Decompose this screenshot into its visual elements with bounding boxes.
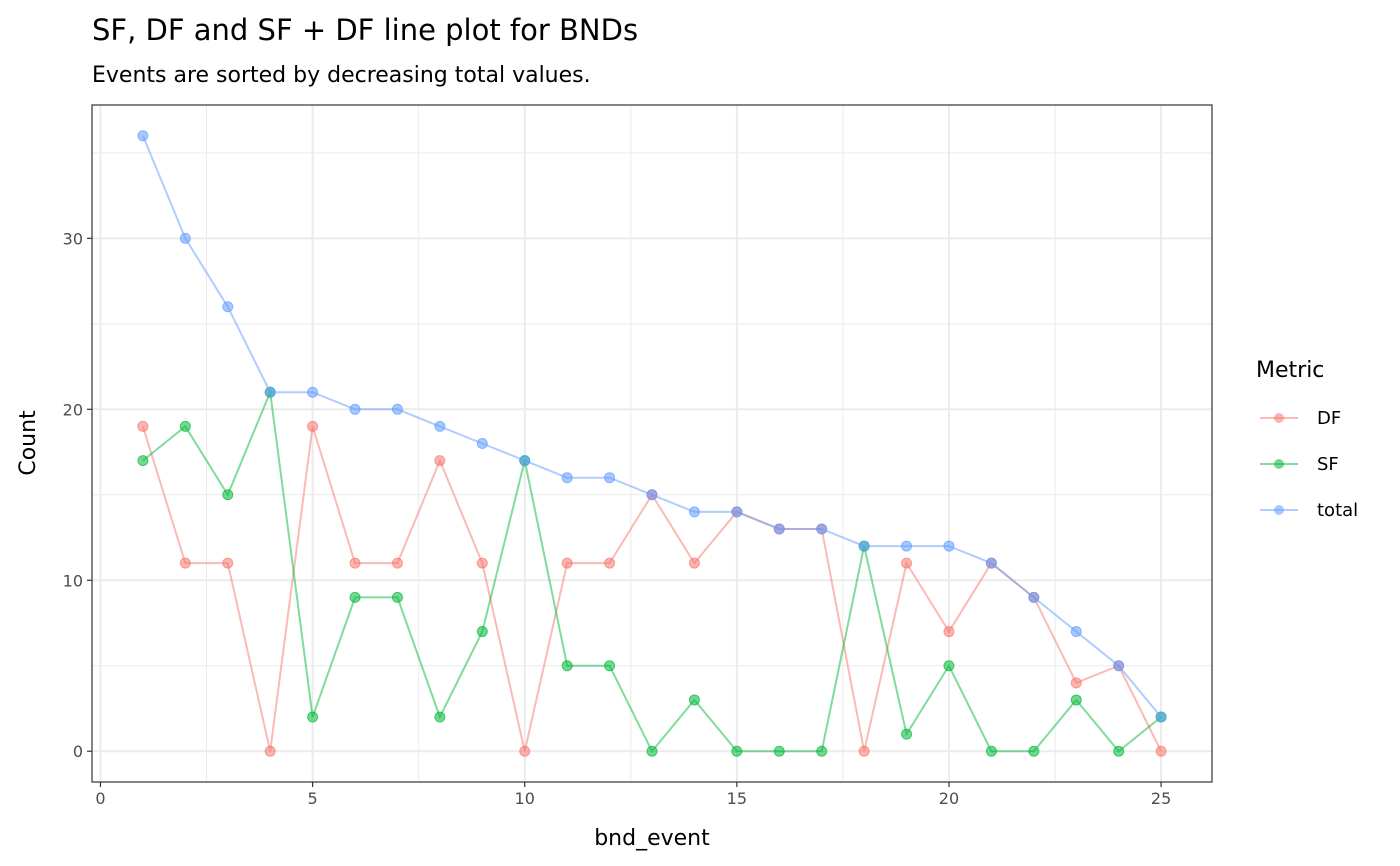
data-point-total — [1028, 591, 1040, 603]
data-point-DF — [179, 557, 191, 569]
data-point-DF — [901, 557, 913, 569]
legend-title: Metric — [1256, 358, 1324, 383]
data-point-SF — [1070, 694, 1082, 706]
data-point-DF — [264, 745, 276, 757]
data-point-total — [901, 540, 913, 552]
data-point-DF — [604, 557, 616, 569]
data-point-total — [561, 472, 573, 484]
data-point-total — [1070, 626, 1082, 638]
data-point-total — [646, 489, 658, 501]
data-point-SF — [985, 745, 997, 757]
x-tick-label: 0 — [95, 789, 105, 808]
data-point-SF — [1028, 745, 1040, 757]
data-point-DF — [1155, 745, 1167, 757]
data-point-total — [816, 523, 828, 535]
x-tick-label: 20 — [939, 789, 959, 808]
chart-title: SF, DF and SF + DF line plot for BNDs — [92, 13, 638, 47]
data-point-DF — [519, 745, 531, 757]
data-point-total — [985, 557, 997, 569]
data-point-SF — [943, 660, 955, 672]
data-point-total — [391, 403, 403, 415]
data-point-SF — [391, 591, 403, 603]
data-point-total — [179, 232, 191, 244]
data-point-SF — [179, 420, 191, 432]
plot-panel — [92, 105, 1212, 782]
x-tick-label: 10 — [515, 789, 535, 808]
legend-label-SF: SF — [1317, 454, 1339, 475]
data-point-SF — [434, 711, 446, 723]
data-point-SF — [137, 455, 149, 467]
data-point-SF — [222, 489, 234, 501]
y-tick-label: 0 — [73, 742, 83, 761]
data-point-total — [434, 420, 446, 432]
data-point-total — [1155, 711, 1167, 723]
data-point-SF — [901, 728, 913, 740]
y-axis-label: Count — [16, 410, 41, 476]
x-tick-label: 5 — [308, 789, 318, 808]
legend: Metric DF SF total — [1256, 358, 1358, 521]
data-point-SF — [1113, 745, 1125, 757]
data-point-total — [858, 540, 870, 552]
legend-label-total: total — [1317, 500, 1358, 521]
data-point-total — [476, 438, 488, 449]
data-point-DF — [476, 557, 488, 569]
data-point-total — [688, 506, 700, 518]
x-tick-label: 25 — [1151, 789, 1171, 808]
panel-border — [91, 104, 1213, 783]
data-point-DF — [1070, 677, 1082, 689]
data-point-SF — [646, 745, 658, 757]
legend-key-point-SF — [1274, 459, 1284, 469]
data-point-DF — [349, 557, 361, 569]
data-point-SF — [773, 745, 785, 757]
y-tick-label: 30 — [63, 229, 83, 248]
legend-label-DF: DF — [1317, 408, 1341, 429]
data-point-total — [604, 472, 616, 484]
data-point-SF — [816, 745, 828, 757]
data-point-DF — [858, 745, 870, 757]
data-point-DF — [222, 557, 234, 569]
data-point-SF — [731, 745, 743, 757]
data-point-total — [1113, 660, 1125, 672]
data-point-SF — [307, 711, 319, 723]
data-point-DF — [561, 557, 573, 569]
data-point-SF — [349, 591, 361, 603]
data-point-DF — [688, 557, 700, 569]
data-point-total — [307, 386, 319, 398]
series-total — [137, 130, 1167, 723]
data-point-total — [264, 386, 276, 398]
data-point-DF — [943, 626, 955, 638]
data-point-total — [773, 523, 785, 535]
data-point-DF — [137, 420, 149, 432]
data-point-SF — [561, 660, 573, 672]
y-tick-label: 20 — [63, 400, 83, 419]
data-point-DF — [434, 455, 446, 467]
data-point-DF — [391, 557, 403, 569]
x-tick-label: 15 — [727, 789, 747, 808]
x-axis-label: bnd_event — [594, 826, 710, 851]
data-point-total — [943, 540, 955, 552]
data-point-total — [137, 130, 149, 142]
chart-subtitle: Events are sorted by decreasing total va… — [92, 63, 591, 88]
data-point-total — [519, 455, 531, 467]
y-tick-label: 10 — [63, 571, 83, 590]
legend-key-point-total — [1274, 505, 1284, 515]
data-point-SF — [688, 694, 700, 706]
data-point-SF — [476, 626, 488, 638]
data-point-total — [222, 301, 234, 313]
series-layer — [137, 130, 1167, 757]
legend-key-point-DF — [1274, 413, 1284, 423]
data-point-DF — [307, 420, 319, 432]
data-point-total — [731, 506, 743, 518]
data-point-total — [349, 403, 361, 415]
axes: 0 5 10 15 20 25 0 10 20 30 — [63, 229, 1172, 808]
data-point-SF — [604, 660, 616, 672]
